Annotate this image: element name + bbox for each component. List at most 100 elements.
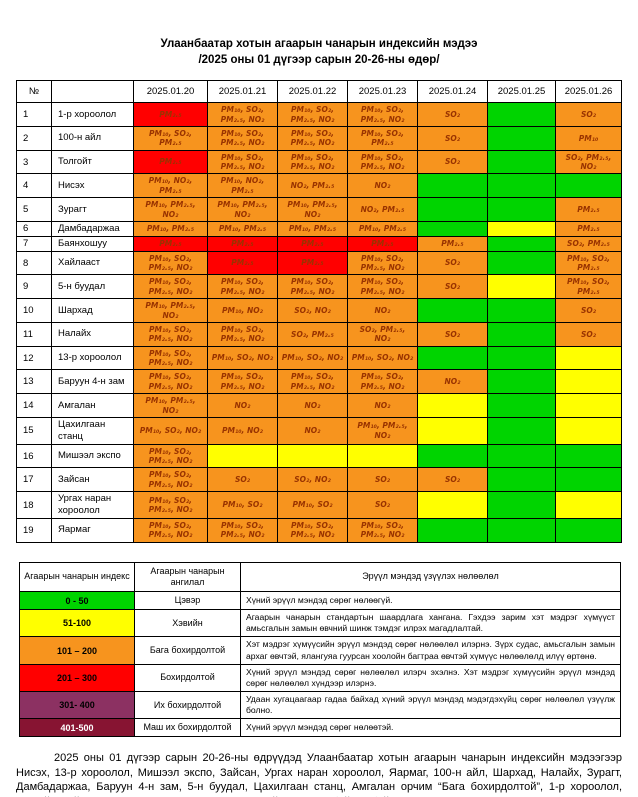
aqi-cell-orange: PM₁₀, SO₂, PM₂.₅, NO₂: [133, 369, 208, 395]
row-number: 13: [16, 369, 52, 395]
aqi-cell-green: [487, 235, 556, 252]
row-number: 19: [16, 517, 52, 543]
station-name: Баруун 4-н зам: [51, 369, 134, 395]
aqi-cell-orange: PM₁₀, SO₂, PM₂.₅, NO₂: [207, 517, 278, 543]
aqi-cell-green: [417, 197, 488, 222]
aqi-table-row: 4 Нисэх PM₁₀, NO₂, PM₂.₅ PM₁₀, NO₂, PM₂.₅ NO…: [16, 173, 622, 199]
aqi-table-row: 9 5-н буудал PM₁₀, SO₂, PM₂.₅, NO₂ PM₁₀, SO…: [16, 274, 622, 300]
aqi-cell-green: [487, 125, 556, 151]
aqi-cell-orange: PM₁₀, NO₂, PM₂.₅: [207, 173, 278, 199]
aqi-cell-green: [555, 467, 622, 493]
station-name: Хайлааст: [51, 250, 134, 276]
aqi-cell-orange: PM₁₀, SO₂, PM₂.₅, NO₂: [207, 149, 278, 175]
aqi-cell-orange: NO₂: [207, 393, 278, 418]
aqi-cell-orange: SO₂: [417, 274, 488, 300]
aqi-cell-orange: NO₂, PM₂.₅: [277, 173, 348, 199]
aqi-cell-orange: PM₂.₅: [555, 197, 622, 222]
aqi-cell-orange: PM₁₀, SO₂, PM₂.₅, NO₂: [207, 274, 278, 300]
row-number: 17: [16, 467, 52, 493]
aqi-cell-orange: PM₁₀, SO₂, PM₂.₅, NO₂: [207, 369, 278, 395]
legend-category: Бага бохирдолтой: [134, 636, 241, 665]
col-header-date: 2025.01.20: [133, 80, 208, 104]
aqi-cell-orange: PM₁₀, PM₂.₅, NO₂: [277, 197, 348, 222]
station-name: Цахилгаан станц: [51, 416, 134, 445]
station-name: 13-р хороолол: [51, 345, 134, 371]
aqi-cell-green: [487, 393, 556, 418]
aqi-cell-yellow: [277, 443, 348, 469]
aqi-cell-red: PM₂.₅: [277, 235, 348, 252]
aqi-table-row: 6 Дамбадаржаа PM₁₀, PM₂.₅ PM₁₀, PM₂.₅ PM₁₀, …: [16, 220, 622, 237]
aqi-table-row: 11 Налайх PM₁₀, SO₂, PM₂.₅, NO₂ PM₁₀, SO₂, …: [16, 321, 622, 347]
aqi-cell-green: [417, 345, 488, 371]
aqi-cell-orange: PM₁₀, SO₂, PM₂.₅, NO₂: [133, 274, 208, 300]
station-name: Нисэх: [51, 173, 134, 199]
aqi-cell-green: [487, 149, 556, 175]
aqi-table-row: 12 13-р хороолол PM₁₀, SO₂, PM₂.₅, NO₂ PM₁₀…: [16, 345, 622, 371]
legend-body: 0 - 50 Цэвэр Хүний эрүүл мэндэд сөрөг нөлө…: [19, 591, 621, 738]
aqi-cell-yellow: [207, 443, 278, 469]
row-number: 1: [16, 102, 52, 127]
page-title: Улаанбаатар хотын агаарын чанарын индекс…: [16, 36, 622, 68]
aqi-cell-green: [417, 173, 488, 199]
station-name: 1-р хороолол: [51, 102, 134, 127]
aqi-cell-orange: SO₂: [555, 298, 622, 323]
row-number: 16: [16, 443, 52, 469]
station-name: Шархад: [51, 298, 134, 323]
aqi-cell-orange: PM₁₀, SO₂, PM₂.₅, NO₂: [207, 321, 278, 347]
aqi-cell-orange: SO₂, PM₂.₅, NO₂: [555, 149, 622, 175]
aqi-cell-orange: PM₂.₅: [417, 235, 488, 252]
aqi-cell-orange: SO₂, NO₂: [277, 298, 348, 323]
aqi-cell-orange: PM₁₀, SO₂, PM₂.₅, NO₂: [277, 102, 348, 127]
summary-paragraph: 2025 оны 01 дүгээр сарын 20-26-ны өдрүүд…: [16, 752, 622, 797]
aqi-cell-orange: PM₁₀, PM₂.₅: [207, 220, 278, 237]
aqi-table-row: 10 Шархад PM₁₀, PM₂.₅, NO₂ PM₁₀, NO₂ SO₂, NO…: [16, 298, 622, 323]
aqi-cell-yellow: [555, 369, 622, 395]
aqi-cell-orange: PM₁₀, SO₂: [207, 491, 278, 519]
aqi-cell-yellow: [417, 491, 488, 519]
row-number: 9: [16, 274, 52, 300]
aqi-cell-red: PM₂.₅: [207, 235, 278, 252]
legend-range-purple: 301- 400: [19, 691, 135, 720]
legend-effect: Хүний эрүүл мэндэд сөрөг нөлөөлөл илэрч …: [240, 663, 621, 693]
legend-row: 101 – 200 Бага бохирдолтой Хэт мэдрэг хүмү…: [19, 636, 621, 665]
aqi-cell-green: [417, 517, 488, 543]
aqi-cell-orange: PM₁₀, SO₂, PM₂.₅, NO₂: [133, 321, 208, 347]
col-header-location: [51, 80, 134, 104]
aqi-cell-orange: PM₁₀, PM₂.₅, NO₂: [133, 298, 208, 323]
aqi-cell-orange: NO₂, PM₂.₅: [347, 197, 418, 222]
col-header-date: 2025.01.26: [555, 80, 622, 104]
aqi-cell-orange: PM₁₀, SO₂, PM₂.₅, NO₂: [347, 102, 418, 127]
aqi-cell-orange: PM₁₀, SO₂, PM₂.₅, NO₂: [347, 274, 418, 300]
legend-effect: Хүний эрүүл мэндэд сөрөг нөлөөгүй.: [240, 591, 621, 610]
aqi-cell-orange: SO₂: [417, 321, 488, 347]
aqi-cell-orange: PM₁₀, SO₂, PM₂.₅, NO₂: [133, 443, 208, 469]
aqi-cell-orange: PM₁₀, SO₂, PM₂.₅, NO₂: [133, 345, 208, 371]
aqi-cell-orange: NO₂: [347, 298, 418, 323]
aqi-cell-yellow: [487, 274, 556, 300]
aqi-cell-orange: SO₂: [417, 250, 488, 276]
legend-effect: Хэт мэдрэг хүмүүсийн эрүүл мэндэд сөрөг …: [240, 636, 621, 665]
legend-category: Хэвийн: [134, 608, 241, 638]
aqi-table-body: 1 1-р хороолол PM₂.₅ PM₁₀, SO₂, PM₂.₅, NO₂ P…: [16, 102, 622, 543]
aqi-table-row: 5 Зурагт PM₁₀, PM₂.₅, NO₂ PM₁₀, PM₂.₅, NO₂ P…: [16, 197, 622, 222]
station-name: Баянхошуу: [51, 235, 134, 252]
row-number: 7: [16, 235, 52, 252]
aqi-cell-yellow: [347, 443, 418, 469]
aqi-cell-green: [487, 369, 556, 395]
aqi-cell-red: PM₂.₅: [207, 250, 278, 276]
station-name: Налайх: [51, 321, 134, 347]
aqi-cell-orange: PM₁₀, SO₂: [277, 491, 348, 519]
station-name: Толгойт: [51, 149, 134, 175]
aqi-cell-orange: PM₁₀, SO₂, PM₂.₅, NO₂: [277, 149, 348, 175]
aqi-cell-orange: NO₂: [277, 416, 348, 445]
aqi-cell-orange: SO₂, PM₂.₅: [277, 321, 348, 347]
aqi-cell-green: [487, 416, 556, 445]
aqi-cell-red: PM₂.₅: [133, 235, 208, 252]
row-number: 4: [16, 173, 52, 199]
aqi-cell-orange: PM₁₀, PM₂.₅: [277, 220, 348, 237]
aqi-cell-yellow: [417, 416, 488, 445]
aqi-cell-orange: PM₁₀: [555, 125, 622, 151]
aqi-cell-orange: SO₂: [417, 149, 488, 175]
aqi-cell-orange: NO₂: [417, 369, 488, 395]
